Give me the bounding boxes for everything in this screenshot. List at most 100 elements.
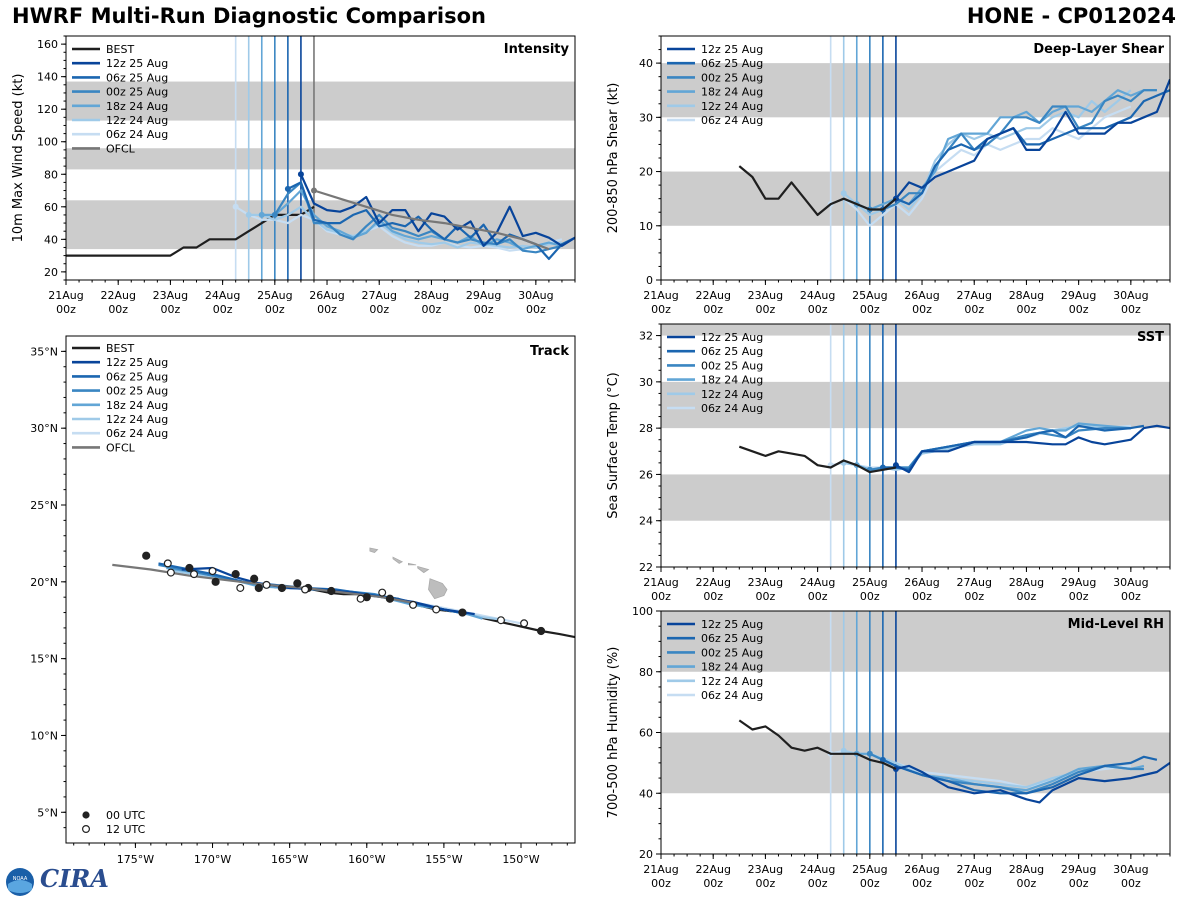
rh-xtick-label: 25Aug [852,863,887,876]
track-marker-12utc [166,568,175,577]
intensity-ytick-label: 20 [44,266,58,279]
intensity-xtick-label: 22Aug [100,289,135,302]
intensity-title: Intensity [504,42,570,57]
intensity-init-point-OFCL [310,187,317,194]
storm-id-title: HONE - CP012024 [966,4,1176,28]
track-marker-12utc [409,600,418,609]
track-marker-00utc [211,577,220,586]
track-marker-00utc [277,583,287,593]
rh-ytick-label: 80 [639,666,653,679]
track-chart: 175°W 170°W 165°W 160°W 155°W 150°W 5°N 10°N 15°… [30,335,576,866]
shear-series-00z-25-Aug [869,89,1157,211]
intensity-band-1 [66,148,575,170]
shear-xtick-label: 23Aug [748,289,783,302]
rh-ytick-label: 100 [632,605,653,618]
intensity-init-point-06z-24-Aug [232,203,239,210]
intensity-legend-label: BEST [106,43,134,56]
shear-series-06z-25-Aug [882,89,1170,211]
intensity-ytick-label: 80 [44,168,58,181]
track-legend-label: BEST [106,342,134,355]
sst-ytick-label: 26 [639,468,653,481]
intensity-init-point-00z-25-Aug [271,211,278,218]
shear-legend-label: 06z 24 Aug [701,114,763,127]
rh-plot-area [661,611,1170,854]
sst-xtick-label: 00z [964,590,984,603]
intensity-ytick-label: 160 [37,38,58,51]
rh-init-point-00z-25-Aug [866,750,873,757]
shear-xtick-label: 21Aug [643,289,678,302]
intensity-series-06z-24-Aug [235,205,563,252]
track-marker-12utc [163,559,172,568]
intensity-xtick-label: 30Aug [518,289,553,302]
track-marker-12utc [236,583,245,592]
shear-ytick-label: 20 [639,166,653,179]
shear-xtick-label: 00z [756,303,776,316]
intensity-xtick-label: 00z [265,303,285,316]
intensity-ytick-label: 120 [37,103,58,116]
sst-ytick-label: 30 [639,376,653,389]
sst-band-0 [661,474,1170,521]
track-xtick-label: 165°W [271,853,308,866]
shear-ytick-label: 0 [646,274,653,287]
rh-xtick-label: 00z [1121,877,1141,890]
intensity-xtick-label: 00z [56,303,76,316]
noaa-seal-text: NOAA [13,876,28,882]
track-marker-00utc [142,551,151,560]
rh-legend-label: 12z 24 Aug [701,675,763,688]
intensity-ytick-label: 100 [37,136,58,149]
track-marker-00utc [185,563,194,573]
track-ytick-label: 20°N [30,576,58,589]
track-legend-marker-label: 12 UTC [106,823,146,836]
sst-legend-label: 18z 24 Aug [701,374,763,387]
cira-logo: NOAA [6,868,34,896]
sst-xtick-label: 00z [1121,590,1141,603]
sst-series-06z-25-Aug [882,424,1145,471]
track-legend-label: 12z 25 Aug [106,356,168,369]
sst-xtick-label: 00z [651,590,671,603]
intensity-xtick-label: 23Aug [153,289,188,302]
track-marker-12utc [190,570,199,579]
rh-ylabel: 700-500 hPa Humidity (%) [606,647,621,819]
track-ytick-label: 30°N [30,422,58,435]
rh-init-point-12z-24-Aug [840,747,847,754]
rh-legend-label: 18z 24 Aug [701,661,763,674]
island-molokai [407,562,417,566]
shear-xtick-label: 29Aug [1061,289,1096,302]
shear-xtick-label: 00z [860,303,880,316]
rh-xtick-label: 00z [756,877,776,890]
island-kauai [369,547,379,554]
track-xtick-label: 155°W [425,853,462,866]
track-marker-12utc [301,585,310,594]
intensity-xtick-label: 29Aug [466,289,501,302]
sst-band-2 [661,324,1170,336]
page-title: HWRF Multi-Run Diagnostic Comparison [12,4,487,28]
island-hawaii [428,578,448,600]
rh-ytick-label: 40 [639,787,653,800]
intensity-init-point-18z-24-Aug [258,211,265,218]
sst-series-BEST [738,445,897,474]
sst-legend-label: 06z 24 Aug [701,402,763,415]
intensity-xtick-label: 00z [108,303,128,316]
intensity-ytick-label: 40 [44,233,58,246]
sst-xtick-label: 00z [1069,590,1089,603]
sst-ytick-label: 22 [639,561,653,574]
track-marker-00utc [231,570,240,579]
rh-xtick-label: 00z [1069,877,1089,890]
track-marker-00utc [254,583,263,593]
shear-init-point-12z-24-Aug [840,190,847,197]
cira-logo-text: CIRA [40,864,109,893]
intensity-xtick-label: 00z [317,303,337,316]
sst-legend-label: 06z 25 Aug [701,345,763,358]
intensity-init-point-12z-25-Aug [297,171,304,178]
intensity-xtick-label: 28Aug [414,289,449,302]
track-marker-00utc [293,579,302,588]
sst-xtick-label: 23Aug [748,576,783,589]
intensity-plot-area [66,36,575,280]
track-plot-area [112,547,575,639]
track-marker-12utc [432,605,441,614]
shear-xtick-label: 00z [1121,303,1141,316]
track-legend-marker-label: 00 UTC [106,809,146,822]
shear-xtick-label: 00z [703,303,723,316]
sst-xtick-label: 26Aug [904,576,939,589]
shear-xtick-label: 27Aug [956,289,991,302]
